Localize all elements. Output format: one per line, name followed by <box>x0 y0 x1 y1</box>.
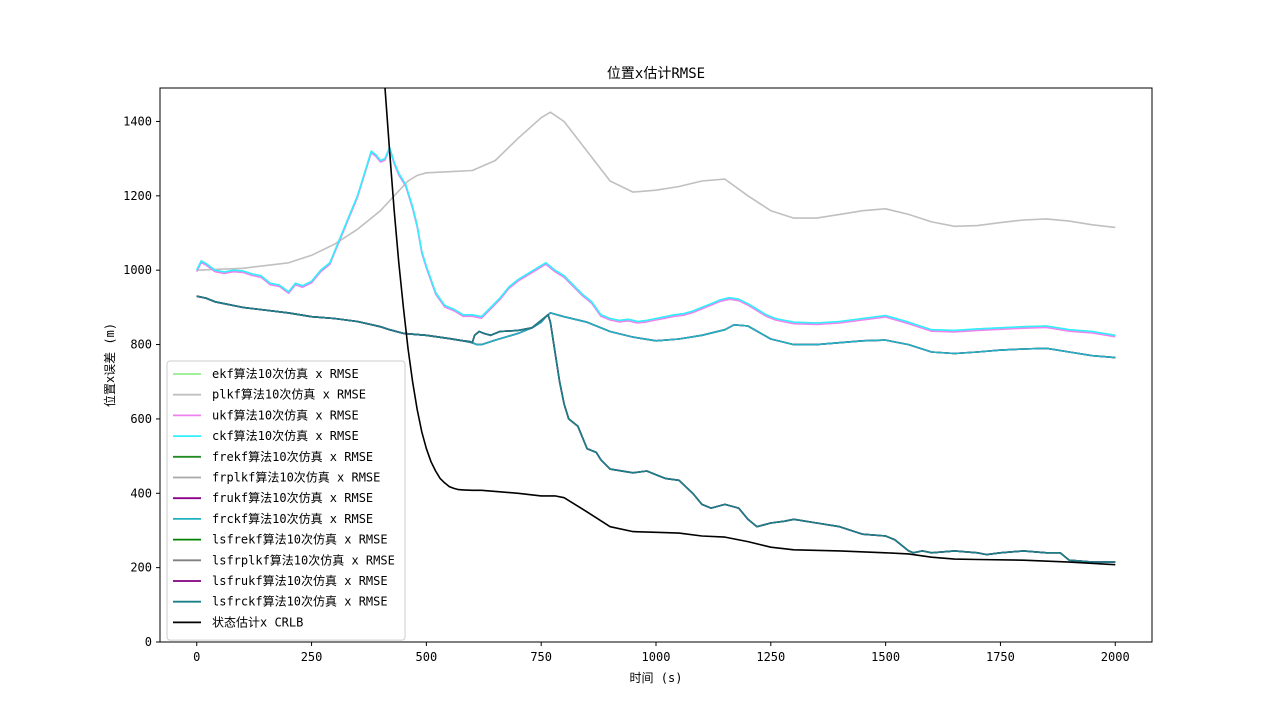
series-line-6 <box>196 295 1116 359</box>
x-axis-label: 时间 (s) <box>630 671 683 685</box>
legend: ekf算法10次仿真 x RMSE plkf算法10次仿真 x RMSE ukf算法… <box>166 360 406 641</box>
y-tick-label: 600 <box>130 412 152 426</box>
legend-label: ekf算法10次仿真 x RMSE <box>212 366 359 381</box>
legend-label: frekf算法10次仿真 x RMSE <box>212 449 373 464</box>
legend-label: 状态估计x CRLB <box>212 615 303 629</box>
y-tick-label: 0 <box>145 635 152 649</box>
y-axis: 0 200 400 600 800 1000 1200 1400 <box>123 114 160 649</box>
y-tick-label: 800 <box>130 338 152 352</box>
series-line-1 <box>196 111 1116 271</box>
legend-label: plkf算法10次仿真 x RMSE <box>212 387 366 402</box>
series-line-5 <box>196 295 1116 359</box>
legend-box <box>166 360 406 641</box>
x-tick-label: 2000 <box>1101 650 1130 664</box>
y-tick-label: 1000 <box>123 263 152 277</box>
series-line-2 <box>195 148 1116 338</box>
legend-label: lsfrukf算法10次仿真 x RMSE <box>212 573 388 588</box>
legend-label: ukf算法10次仿真 x RMSE <box>212 407 359 422</box>
legend-label: lsfrckf算法10次仿真 x RMSE <box>212 594 388 609</box>
legend-label: frckf算法10次仿真 x RMSE <box>212 511 373 526</box>
series-layer <box>195 88 1116 566</box>
legend-label: lsfrekf算法10次仿真 x RMSE <box>212 532 388 547</box>
x-tick-label: 250 <box>301 650 323 664</box>
legend-label: lsfrplkf算法10次仿真 x RMSE <box>212 552 395 567</box>
y-axis-label: 位置x误差 (m) <box>102 323 117 407</box>
series-line-11 <box>196 295 1116 563</box>
x-axis: 0 250 500 750 1000 1250 1500 1750 2000 <box>193 642 1130 664</box>
y-tick-label: 400 <box>130 486 152 500</box>
series-line-12 <box>384 88 1116 566</box>
x-tick-label: 1250 <box>756 650 785 664</box>
plot-area <box>159 87 1153 643</box>
y-tick-label: 1200 <box>123 189 152 203</box>
x-tick-label: 500 <box>416 650 438 664</box>
series-line-3 <box>195 146 1116 337</box>
legend-label: ckf算法10次仿真 x RMSE <box>212 428 359 443</box>
x-tick-label: 1000 <box>642 650 671 664</box>
x-tick-label: 0 <box>193 650 200 664</box>
series-line-0 <box>195 146 1116 337</box>
x-tick-label: 1500 <box>871 650 900 664</box>
series-line-4 <box>196 295 1116 359</box>
y-tick-label: 1400 <box>123 114 152 128</box>
x-tick-label: 750 <box>530 650 552 664</box>
series-line-7 <box>196 295 1116 359</box>
legend-label: frukf算法10次仿真 x RMSE <box>212 490 373 505</box>
chart-title: 位置x估计RMSE <box>607 66 705 82</box>
x-tick-label: 1750 <box>986 650 1015 664</box>
y-tick-label: 200 <box>130 561 152 575</box>
legend-label: frplkf算法10次仿真 x RMSE <box>212 470 380 485</box>
